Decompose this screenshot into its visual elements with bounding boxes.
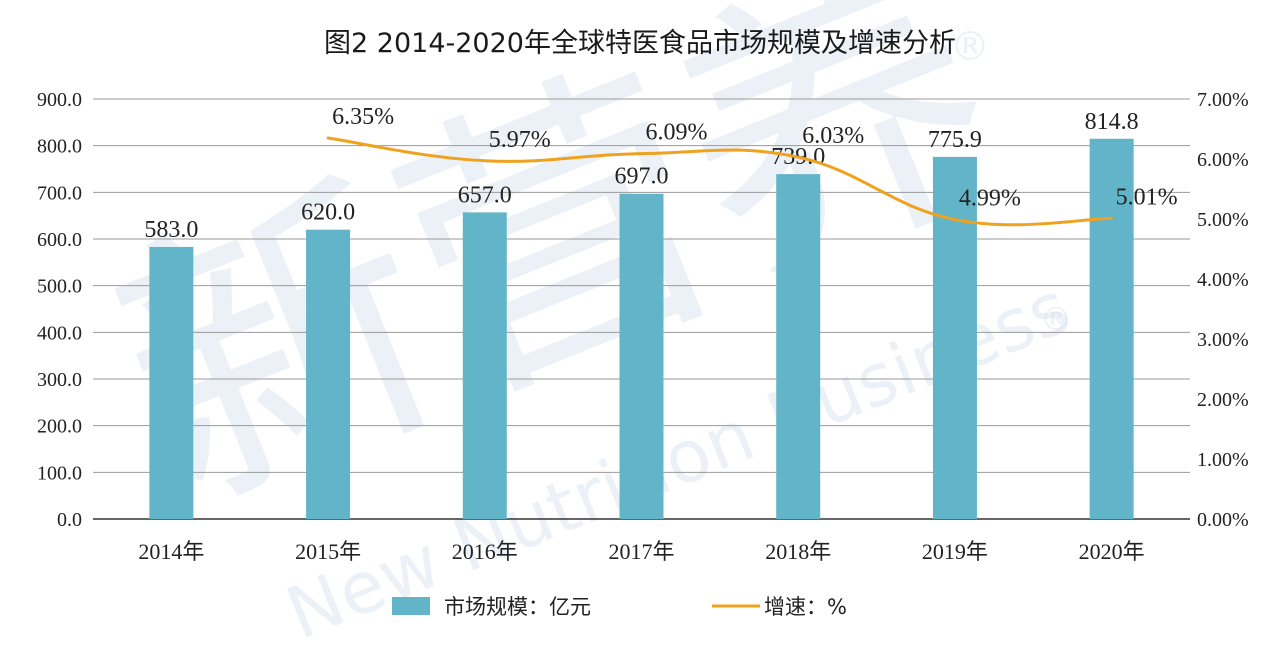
y-right-tick-label: 3.00% xyxy=(1197,329,1249,351)
bar-data-label: 657.0 xyxy=(458,182,512,208)
legend-swatch-bar xyxy=(392,597,430,615)
line-data-label: 4.99% xyxy=(959,186,1021,212)
y-left-tick-labels: 0.0 100.0 200.0 300.0 400.0 500.0 600.0 700.0 80… xyxy=(37,89,82,531)
legend-label-line: 增速：% xyxy=(764,595,847,619)
bar-data-label: 814.8 xyxy=(1085,109,1139,135)
x-tick-label: 2016年 xyxy=(452,539,518,564)
x-tick-label: 2015年 xyxy=(295,539,361,564)
legend: 市场规模：亿元 增速：% xyxy=(392,595,847,619)
line-data-labels: 6.35% 5.97% 6.09% 6.03% 4.99% 5.01% xyxy=(332,104,1178,212)
x-tick-label: 2017年 xyxy=(608,539,674,564)
x-tick-label: 2018年 xyxy=(765,539,831,564)
y-left-tick-label: 500.0 xyxy=(37,276,82,298)
line-data-label: 5.97% xyxy=(489,127,551,153)
y-left-tick-label: 400.0 xyxy=(37,322,82,344)
bar-data-label: 620.0 xyxy=(301,200,355,226)
x-tick-label: 2019年 xyxy=(922,539,988,564)
line-data-label: 6.35% xyxy=(332,104,394,130)
y-left-tick-label: 200.0 xyxy=(37,416,82,438)
bar xyxy=(462,212,507,519)
y-right-tick-label: 5.00% xyxy=(1197,209,1249,231)
x-tick-label: 2020年 xyxy=(1079,539,1145,564)
bar xyxy=(776,174,821,519)
watermark-mark: ® xyxy=(950,24,990,70)
y-left-tick-label: 700.0 xyxy=(37,182,82,204)
y-left-tick-label: 800.0 xyxy=(37,136,82,158)
line-series xyxy=(326,136,1114,227)
bar-data-label: 697.0 xyxy=(615,164,669,190)
y-right-tick-label: 6.00% xyxy=(1197,149,1249,171)
growth-line xyxy=(326,136,1114,227)
bar xyxy=(1089,138,1134,519)
line-data-label: 6.09% xyxy=(646,120,708,146)
bar-data-label: 583.0 xyxy=(144,217,198,243)
legend-label-bar: 市场规模：亿元 xyxy=(444,595,591,619)
y-left-tick-label: 900.0 xyxy=(37,89,82,111)
y-right-tick-label: 4.00% xyxy=(1197,269,1249,291)
x-tick-label: 2014年 xyxy=(138,539,204,564)
bar-data-label: 775.9 xyxy=(928,127,982,153)
y-right-tick-label: 0.00% xyxy=(1197,509,1249,531)
bar xyxy=(306,229,351,519)
chart-title: 图2 2014-2020年全球特医食品市场规模及增速分析 xyxy=(324,28,956,59)
y-right-tick-label: 2.00% xyxy=(1197,389,1249,411)
y-right-tick-labels: 0.00% 1.00% 2.00% 3.00% 4.00% 5.00% 6.00% 7.00% xyxy=(1197,89,1249,531)
watermark-mark-2: ® xyxy=(1040,300,1072,338)
bar-series xyxy=(149,138,1134,519)
y-left-tick-label: 600.0 xyxy=(37,229,82,251)
bar xyxy=(149,246,194,519)
y-right-tick-label: 1.00% xyxy=(1197,449,1249,471)
bar xyxy=(619,193,664,519)
x-tick-labels: 2014年 2015年 2016年 2017年 2018年 2019年 2020年 xyxy=(138,539,1144,564)
y-right-tick-label: 7.00% xyxy=(1197,89,1249,111)
y-left-tick-label: 300.0 xyxy=(37,369,82,391)
y-left-tick-label: 0.0 xyxy=(57,509,82,531)
line-data-label: 6.03% xyxy=(802,123,864,149)
line-data-label: 5.01% xyxy=(1116,184,1178,210)
y-left-tick-label: 100.0 xyxy=(37,462,82,484)
